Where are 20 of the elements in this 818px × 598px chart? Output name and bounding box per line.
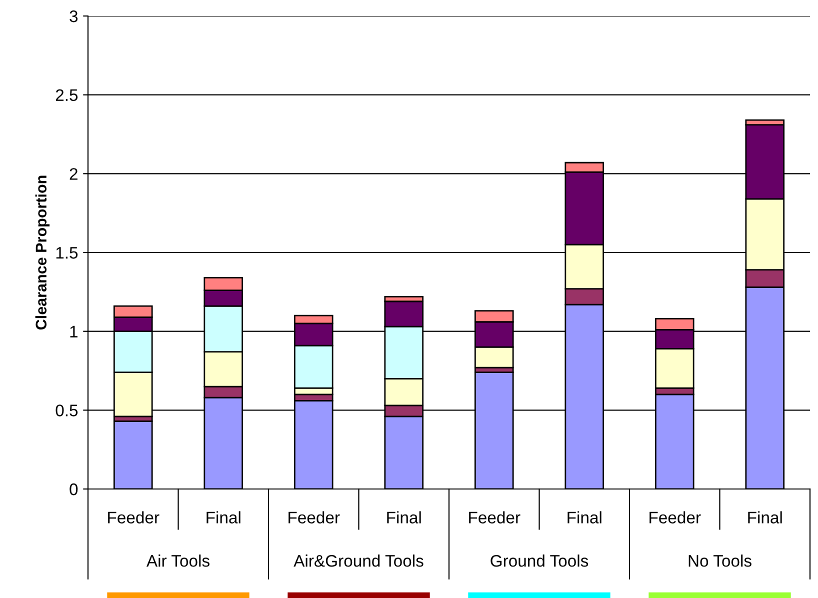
text: No Tools — [688, 554, 752, 567]
y-tick-label: 1.5 — [56, 247, 78, 259]
text: Ground Tools — [490, 554, 588, 567]
x-tick-label: Final — [387, 511, 421, 524]
y-axis-title: Clearance Proportion — [35, 176, 50, 330]
y-tick-label: 0.5 — [56, 404, 78, 416]
x-tick-label: Final — [748, 511, 782, 524]
text: Air Tools — [146, 554, 210, 567]
x-tick-label: Feeder — [288, 511, 340, 524]
x-tick-label: Final — [206, 511, 240, 524]
x-tick-label: Final — [568, 511, 602, 524]
text: Air&Ground Tools — [294, 554, 424, 567]
y-tick-label: 3 — [70, 10, 78, 22]
y-tick-label: 2.5 — [56, 89, 78, 102]
y-tick-label: 1 — [70, 326, 78, 338]
y-tick-label: 2 — [70, 168, 78, 180]
x-tick-label: Feeder — [469, 511, 520, 524]
y-tick-label: 0 — [70, 483, 78, 496]
x-tick-label: Feeder — [108, 511, 160, 524]
x-tick-label: Feeder — [650, 511, 701, 524]
